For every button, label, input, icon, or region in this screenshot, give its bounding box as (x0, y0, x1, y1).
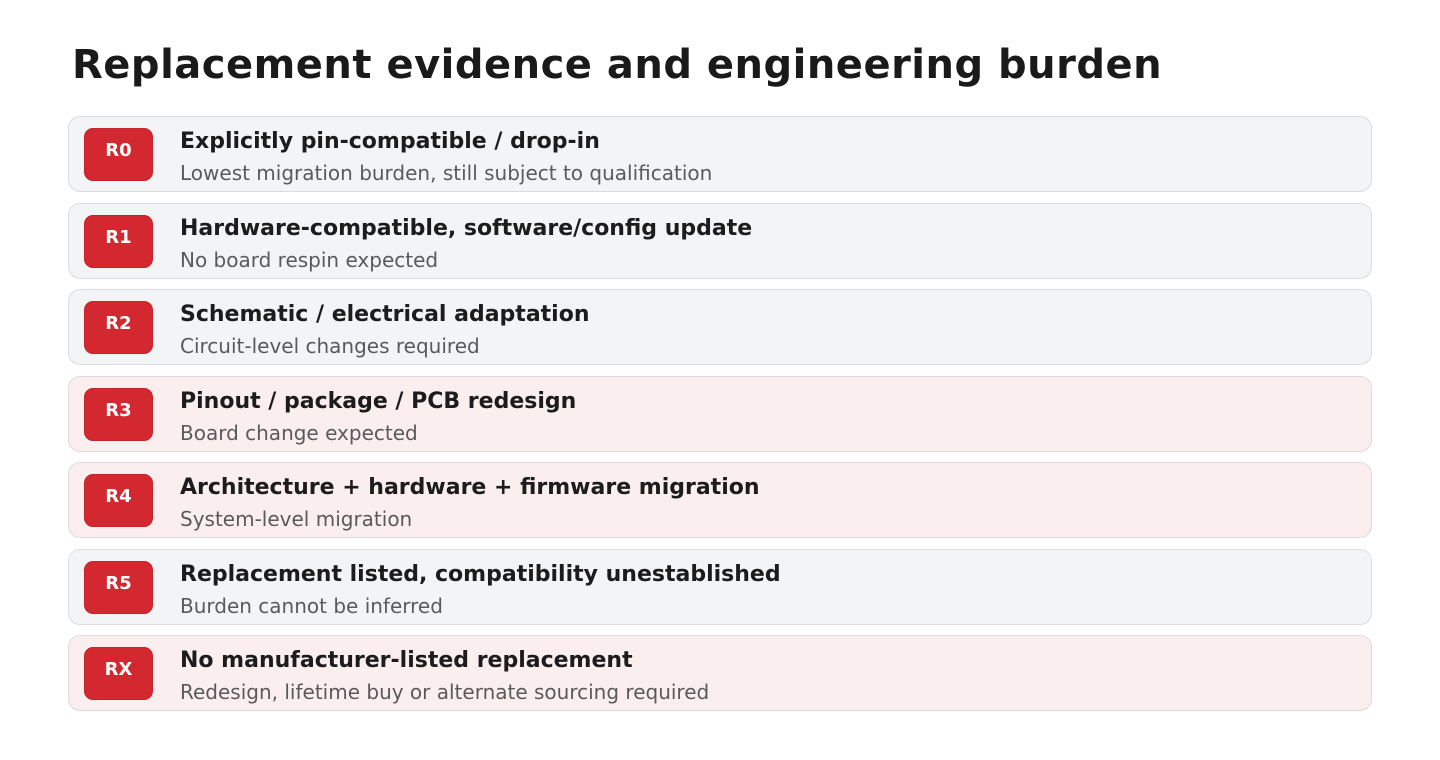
tier-row-r5: R5 Replacement listed, compatibility une… (68, 548, 1372, 625)
tier-row-r0: R0 Explicitly pin-compatible / drop-in L… (68, 116, 1372, 192)
tier-description: Burden cannot be inferred (180, 593, 443, 618)
tier-description: Board change expected (180, 420, 418, 445)
tier-list: R0 Explicitly pin-compatible / drop-in L… (68, 116, 1372, 722)
tier-description: Circuit-level changes required (180, 334, 480, 358)
tier-title: Hardware-compatible, software/config upd… (180, 215, 753, 241)
tier-badge: R1 (84, 214, 153, 268)
tier-title: Schematic / electrical adaptation (180, 302, 590, 327)
tier-title: Architecture + hardware + firmware migra… (180, 475, 760, 500)
tier-description: Redesign, lifetime buy or alternate sour… (180, 680, 710, 704)
page-title: Replacement evidence and engineering bur… (72, 42, 1163, 88)
tier-row-r3: R3 Pinout / package / PCB redesign Board… (68, 375, 1372, 452)
tier-badge: RX (84, 647, 153, 700)
tier-badge: R0 (84, 128, 153, 181)
tier-description: No board respin expected (180, 247, 439, 272)
tier-badge: R2 (84, 301, 153, 354)
tier-description: System-level migration (180, 507, 413, 531)
tier-badge: R5 (84, 560, 153, 614)
tier-title: Replacement listed, compatibility unesta… (180, 561, 781, 587)
tier-badge: R4 (84, 474, 153, 527)
tier-row-r2: R2 Schematic / electrical adaptation Cir… (68, 289, 1372, 365)
tier-badge: R3 (84, 387, 153, 441)
tier-title: Pinout / package / PCB redesign (180, 388, 577, 414)
tier-row-rx: RX No manufacturer-listed replacement Re… (68, 635, 1372, 711)
tier-title: No manufacturer-listed replacement (180, 648, 633, 673)
tier-description: Lowest migration burden, still subject t… (180, 161, 713, 185)
tier-title: Explicitly pin-compatible / drop-in (180, 129, 600, 154)
tier-row-r4: R4 Architecture + hardware + firmware mi… (68, 462, 1372, 538)
tier-row-r1: R1 Hardware-compatible, software/config … (68, 202, 1372, 279)
